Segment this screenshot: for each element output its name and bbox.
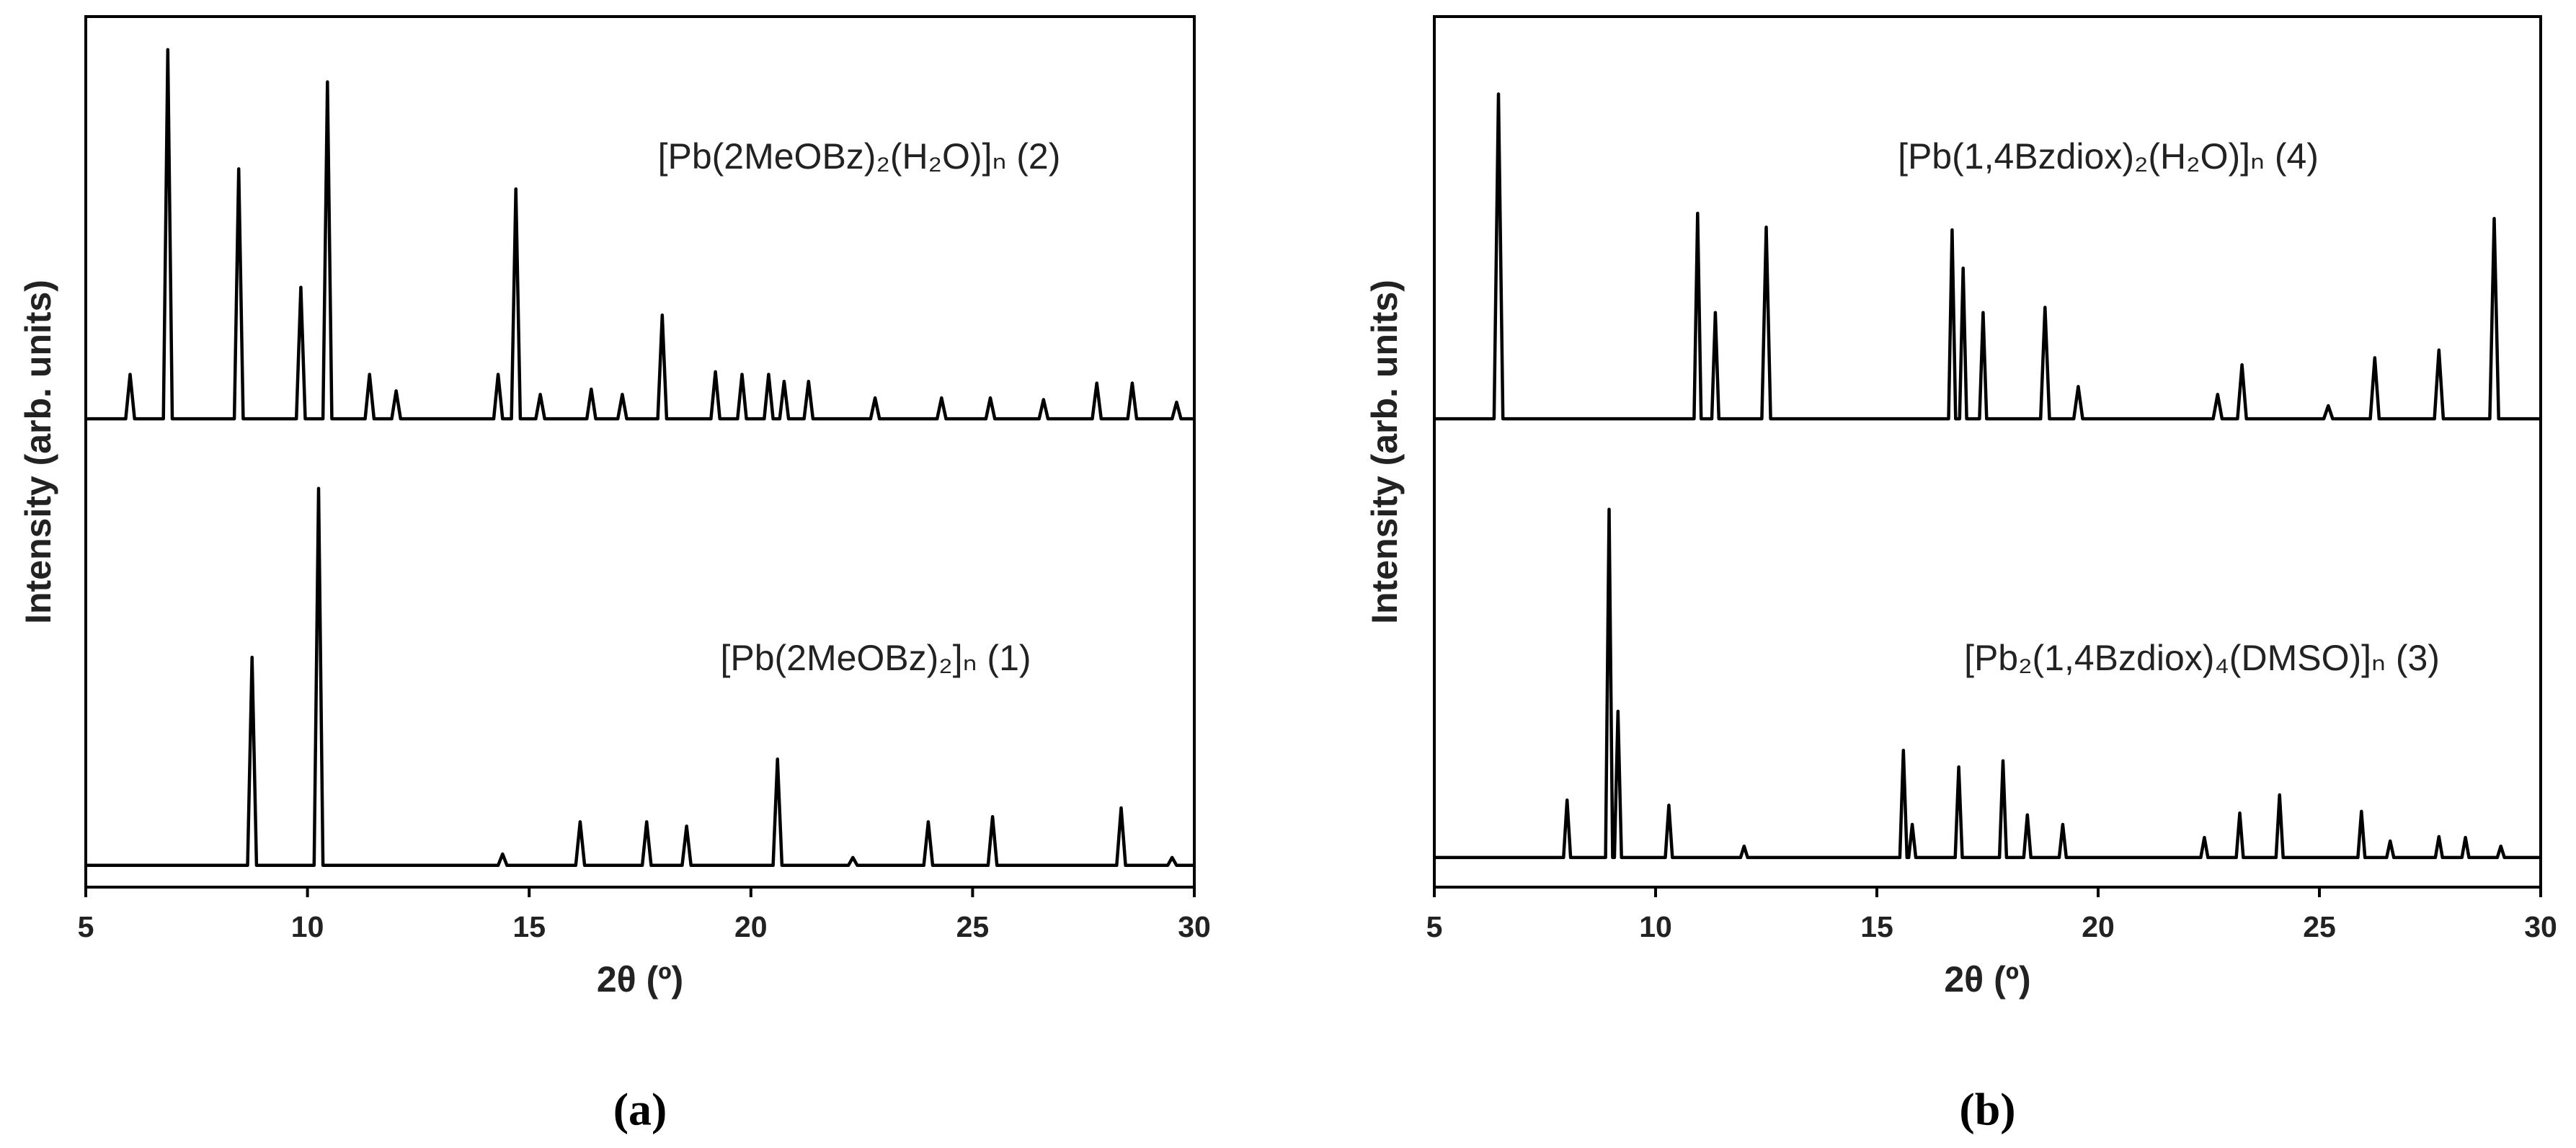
x-tick-label: 10: [291, 910, 324, 943]
x-tick-label: 30: [2524, 910, 2557, 943]
x-tick-label: 25: [956, 910, 990, 943]
series-label: [Pb(2MeOBz)₂(H₂O)]ₙ (2): [658, 136, 1061, 177]
y-axis-label: Intensity (arb. units): [1364, 280, 1405, 624]
x-tick-label: 10: [1639, 910, 1672, 943]
pattern-line: [1434, 92, 2541, 421]
plot-frame: [1433, 15, 2542, 889]
series-label: [Pb₂(1,4Bzdiox)₄(DMSO)]ₙ (3): [1964, 638, 2440, 678]
x-tick-label: 5: [78, 910, 94, 943]
x-axis-label: 2θ (º): [1944, 959, 2030, 1000]
x-tick-label: 20: [734, 910, 768, 943]
panel-label: (b): [1959, 1084, 2015, 1135]
y-axis-label: Intensity (arb. units): [18, 280, 58, 624]
pattern-line: [86, 48, 1194, 421]
pattern-line: [1434, 507, 2541, 860]
panel-label: (a): [613, 1084, 667, 1135]
x-tick-label: 30: [1178, 910, 1211, 943]
x-axis-label: 2θ (º): [597, 959, 683, 1000]
series-label: [Pb(1,4Bzdiox)₂(H₂O)]ₙ (4): [1898, 136, 2319, 177]
series-label: [Pb(2MeOBz)₂]ₙ (1): [720, 638, 1031, 678]
x-tick-label: 20: [2082, 910, 2115, 943]
x-tick-label: 5: [1426, 910, 1443, 943]
x-tick-label: 15: [1860, 910, 1893, 943]
x-tick-label: 25: [2303, 910, 2336, 943]
x-tick-label: 15: [512, 910, 546, 943]
pattern-line: [86, 486, 1194, 868]
plot-frame: [84, 15, 1196, 889]
